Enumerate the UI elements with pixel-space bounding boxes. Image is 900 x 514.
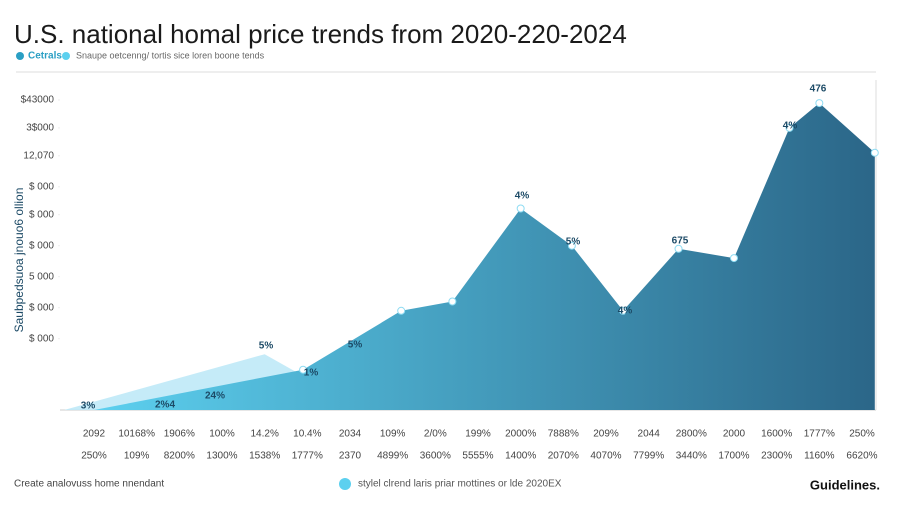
legend-swatch — [339, 478, 351, 490]
y-tick-label: $ 000 — [29, 209, 54, 220]
x-tick-label: 2044 — [638, 429, 661, 440]
x-tick-label: 1700% — [718, 451, 749, 462]
legend-label: stylel clrend laris priar mottines or ld… — [358, 479, 562, 490]
y-tick-label: 5 000 — [29, 271, 54, 282]
annotation: 675 — [672, 236, 689, 247]
point — [674, 244, 683, 253]
annotation: 476 — [810, 84, 827, 95]
point — [567, 241, 576, 250]
point — [516, 204, 525, 213]
footer-right: Guidelines. — [810, 477, 880, 492]
x-tick-label: 4899% — [377, 451, 408, 462]
legend-icon — [16, 52, 24, 60]
point — [870, 148, 879, 157]
annotation: 24% — [205, 391, 225, 402]
x-tick-label: 209% — [593, 429, 619, 440]
x-tick-label: 5555% — [462, 451, 493, 462]
y-tick-label: $43000 — [21, 95, 55, 106]
legend-dot — [62, 52, 70, 60]
x-tick-label: 250% — [81, 451, 107, 462]
x-tick-label: 1400% — [505, 451, 536, 462]
chart-title: U.S. national homal price trends from 20… — [14, 19, 627, 49]
y-tick-label: 3$000 — [26, 123, 54, 134]
x-tick-label: 2800% — [676, 429, 707, 440]
area — [94, 103, 875, 410]
y-tick-label: 12,070 — [23, 150, 54, 161]
x-tick-label: 250% — [849, 429, 875, 440]
point — [815, 99, 824, 108]
annotation: 3% — [81, 401, 96, 412]
y-tick-label: $ 000 — [29, 240, 54, 251]
x-tick-label: 10168% — [118, 429, 155, 440]
legend-label: Cetrals — [28, 51, 62, 62]
annotation: 4% — [515, 191, 530, 202]
annotation: 5% — [348, 340, 363, 351]
y-axis-label: Saubpedsuoa jnouo6 ollion — [12, 188, 26, 333]
x-tick-label: 3600% — [420, 451, 451, 462]
x-tick-label: 7799% — [633, 451, 664, 462]
x-tick-label: 6620% — [846, 451, 877, 462]
annotation: 2%4 — [155, 400, 175, 411]
x-tick-label: 1777% — [804, 429, 835, 440]
x-tick-label: 100% — [209, 429, 235, 440]
point — [785, 123, 794, 132]
x-tick-label: 1538% — [249, 451, 280, 462]
annotation: 5% — [259, 341, 274, 352]
footer-left: Create analovuss home nnendant — [14, 479, 164, 490]
x-tick-label: 4070% — [590, 451, 621, 462]
x-tick-label: 1300% — [206, 451, 237, 462]
x-tick-label: 109% — [380, 429, 406, 440]
point — [397, 306, 406, 315]
x-tick-label: 14.2% — [250, 429, 278, 440]
annotation: 4% — [783, 121, 798, 132]
y-tick-label: $ 000 — [29, 302, 54, 313]
point — [448, 297, 457, 306]
x-tick-label: 2/0% — [424, 429, 447, 440]
x-tick-label: 7888% — [548, 429, 579, 440]
x-tick-label: 2370 — [339, 451, 362, 462]
point — [299, 365, 308, 374]
x-tick-label: 2000% — [505, 429, 536, 440]
annotation: 1% — [304, 368, 319, 379]
x-tick-label: 1777% — [292, 451, 323, 462]
x-tick-label: 2092 — [83, 429, 106, 440]
subtitle: Snaupe oetcenng/ tortis sice loren boone… — [76, 50, 265, 60]
x-tick-label: 8200% — [164, 451, 195, 462]
x-tick-label: 199% — [465, 429, 491, 440]
annotation: 5% — [566, 237, 581, 248]
x-tick-label: 3440% — [676, 451, 707, 462]
x-tick-label: 2000 — [723, 429, 746, 440]
x-tick-label: 1906% — [164, 429, 195, 440]
x-tick-label: 1600% — [761, 429, 792, 440]
point — [730, 254, 738, 263]
x-tick-label: 109% — [124, 451, 150, 462]
y-tick-label: $ 000 — [29, 181, 54, 192]
x-tick-label: 2300% — [761, 451, 792, 462]
x-tick-label: 10.4% — [293, 429, 321, 440]
annotation: 4% — [618, 306, 633, 317]
y-tick-label: $ 000 — [29, 333, 54, 344]
x-tick-label: 2034 — [339, 429, 362, 440]
x-tick-label: 2070% — [548, 451, 579, 462]
point — [619, 306, 628, 315]
x-tick-label: 1160% — [804, 451, 835, 462]
